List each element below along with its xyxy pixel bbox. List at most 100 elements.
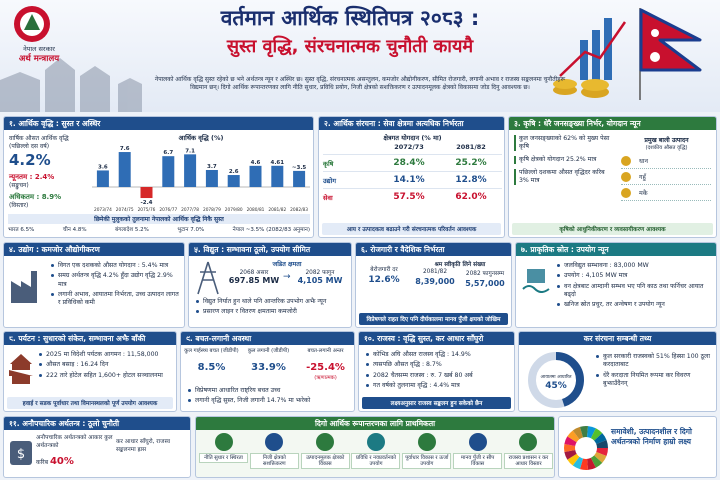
value-label: 3.6 [98, 164, 108, 170]
bullet: 2025 मा विदेशी पर्यटक आगमन : 11,58,000 [39, 351, 171, 359]
bullet: गत वर्षको तुलनामा वृद्धि : 4.4% मात्र [366, 382, 509, 390]
panel-footer: लक्ष्यअनुसार राजस्व सङ्कलन हुन सकेको छैन [362, 397, 511, 409]
year: 2081/82 [456, 143, 486, 151]
to-value: 4,105 MW [297, 276, 343, 285]
avg-period: (पछिल्लो दस वर्ष) [9, 142, 50, 150]
panel-title: १. आर्थिक वृद्धि : सुस्त र अस्थिर [4, 117, 313, 130]
bullet: कुल सरकारी राजस्वको 51% हिस्सा 100 ठूला … [596, 353, 710, 370]
natural-panel: ७. प्राकृतिक स्रोत : उपयोग न्यून जलविद्य… [515, 242, 717, 328]
from-date: 2068 असार [239, 270, 269, 276]
priority: नीति सुधार र स्थिरता [199, 433, 248, 469]
item-value: 33.9% [251, 362, 286, 373]
table-row: उद्योग 14.1% 12.8% [323, 171, 502, 188]
permit-period: 2082 फागुनसम्म [465, 271, 505, 277]
panel-title: १०. राजस्व : वृद्धि सुस्त, कर आधार साँघु… [359, 332, 514, 345]
x-tick-label: 2073/74 [94, 207, 112, 213]
crop-row: गहुँ [621, 169, 711, 185]
panel-footer: हवाई र सडक पूर्वाधार तथा विमानस्थलको पूर… [7, 397, 173, 409]
row-label: कृषि [323, 159, 334, 168]
avg-label: वार्षिक औसत आर्थिक वृद्धि [9, 135, 69, 142]
x-tick-label: 2076/77 [159, 207, 177, 213]
bullet-list: विप्रेषणमा आधारित राष्ट्रिय बचत उच्च लगान… [183, 384, 354, 411]
panel-title: २. आर्थिक संरचना : सेवा क्षेत्रमा अत्यधि… [319, 117, 504, 130]
priority: राजस्व प्रशासन र कर आधार विस्तार [503, 433, 553, 470]
x-tick-label: 2078/79 [203, 207, 221, 213]
item-label: कुल गार्हस्थ्य बचत (जीडीपी) [184, 348, 239, 354]
panel-title: ४. उद्योग : कमजोर औद्योगीकरण [4, 243, 184, 256]
panel-title: कर संरचना सम्बन्धी तथ्य [519, 332, 716, 345]
bullet: 222 तारे होटेल सहित 1,600+ होटल सञ्चालनम… [39, 372, 171, 380]
gap-note: (ऋणात्मक) [314, 375, 337, 381]
donut: आयातमा आधारित45% [528, 352, 584, 408]
bar [227, 175, 240, 187]
panel-title: दिगो आर्थिक रूपान्तरणका लागि प्राथमिकता [196, 417, 554, 430]
bullet: धेरै करदाता नियमित रूपमा कर विवरण बुझाउँ… [596, 372, 710, 389]
compare-item: बंगलादेश 5.2% [115, 227, 149, 233]
tax-panel: कर संरचना सम्बन्धी तथ्य आयातमा आधारित 45%… [518, 331, 717, 412]
crop-row: मकै [621, 185, 711, 201]
saving-items: कुल गार्हस्थ्य बचत (जीडीपी) 8.5% कुल लगानी… [183, 348, 354, 381]
bar [271, 165, 284, 187]
permit-period: 2081/82 [422, 269, 448, 275]
agriculture-panel: ३. कृषि : धेरै जनसङ्ख्या निर्भर, योगदान … [508, 116, 717, 238]
priority-icon [214, 433, 233, 451]
informal-share: करिब 40% [36, 456, 114, 467]
panel-title: ६. रोजगारी र वैदेशिक निर्भरता [356, 243, 511, 256]
panel-title: ८. पर्यटन : सुधारको संकेत, सम्भावना अझै … [4, 332, 176, 345]
panel-footer: विप्रेषणले राहत दिए पनि दीर्घकालमा मानव … [359, 313, 508, 325]
bar [205, 169, 218, 187]
priority-label: प्रविधि र नवप्रवर्तनको उपयोग [351, 453, 401, 470]
min-note: (सङ्कुचन) [9, 182, 29, 190]
intro: नेपालको आर्थिक वृद्धि सुस्त रहेको छ भने … [154, 76, 566, 92]
structure-panel: २. आर्थिक संरचना : सेवा क्षेत्रमा अत्यधि… [318, 116, 505, 238]
from-value: 697.85 MW [228, 276, 280, 285]
compare-row: भारत 6.5% चीन 4.8% बंगलादेश 5.2% भुटान 7.0%… [8, 225, 310, 233]
bar [118, 152, 131, 187]
priority-label: निजी क्षेत्रको सशक्तिकरण [249, 453, 299, 470]
priority-icon [468, 433, 487, 451]
bullet: 2082 चैतसम्म राजस्व : रु. 7 खर्ब 80 अर्ब [366, 372, 509, 380]
electricity-panel: ५. विद्युत : सम्भावना ठूलो, उपयोग सीमित … [188, 242, 352, 328]
fact: कुल जनसङ्ख्याको 62% को मुख्य पेसा कृषि [514, 135, 614, 152]
coins-graph [553, 18, 627, 98]
money-icon: $ [10, 441, 32, 465]
bullet: औसत बसाइ : 16.24 दिन [39, 361, 171, 369]
revenue-panel: १०. राजस्व : वृद्धि सुस्त, कर आधार साँघु… [358, 331, 515, 412]
bullet: कोभिड अघि औसत राजस्व वृद्धि : 14.9% [366, 351, 509, 359]
priority-icon [519, 433, 538, 451]
value-label: 4.6 [251, 160, 261, 166]
value-label: 7.1 [185, 148, 195, 154]
panel-title: ९. बचत-लगानी अवस्था [181, 332, 354, 345]
ministry-name: अर्थ मन्त्रालय [18, 54, 60, 64]
crop: मकै [639, 190, 648, 197]
item-label: कुल लगानी (जीडीपी) [247, 348, 290, 354]
emblem [24, 14, 40, 30]
panel-title: ३. कृषि : धेरै जनसङ्ख्या निर्भर, योगदान … [509, 117, 716, 130]
compare-item: भारत 6.5% [8, 227, 35, 233]
fact: कृषि क्षेत्रको योगदान 25.2% मात्र [514, 156, 614, 165]
value-label: ~3.5 [292, 165, 307, 171]
goal-panel: समावेशी, उत्पादनशील र दिगो अर्थतन्त्रको … [558, 416, 717, 478]
crop-icon [621, 187, 631, 198]
gov-name: नेपाल सरकार [23, 45, 55, 53]
value-label: 7.6 [120, 146, 130, 152]
priority-label: नीति सुधार र स्थिरता [199, 453, 248, 464]
value-label: 6.7 [163, 150, 173, 156]
priorities-panel: दिगो आर्थिक रूपान्तरणका लागि प्राथमिकता … [195, 416, 555, 478]
priority-icon [265, 433, 284, 451]
priority-label: पूर्वाधार विकास र ऊर्जा उपयोग [402, 453, 452, 470]
bullet-list: कोभिड अघि औसत राजस्व वृद्धि : 14.9% त्यसप… [361, 348, 514, 395]
bullet-list: विद्युत निर्यात हुन थाले पनि आन्तरिक उपभ… [191, 295, 351, 322]
x-tick-label: 2080/81 [247, 207, 265, 213]
unemp-label: बेरोजगारी दर [370, 267, 398, 273]
permit-value: 8,39,000 [415, 277, 455, 286]
x-tick-label: 2079/80 [225, 207, 243, 213]
title: वर्तमान आर्थिक स्थितिपत्र २०८३ : [220, 6, 480, 30]
structure-table: 2072/73 2081/82 कृषि 28.4% 25.2% उद्योग 14.1% 1… [323, 143, 502, 205]
priority: निजी क्षेत्रको सशक्तिकरण [249, 433, 299, 470]
bullet-list: कुल सरकारी राजस्वको 51% हिस्सा 100 ठूला … [591, 350, 715, 393]
priority-icon [366, 433, 385, 451]
panel-title: ११. अनौपचारिक अर्थतन्त्र : ठूलो चुनौती [4, 417, 190, 430]
permit-value: 5,57,000 [465, 279, 505, 288]
